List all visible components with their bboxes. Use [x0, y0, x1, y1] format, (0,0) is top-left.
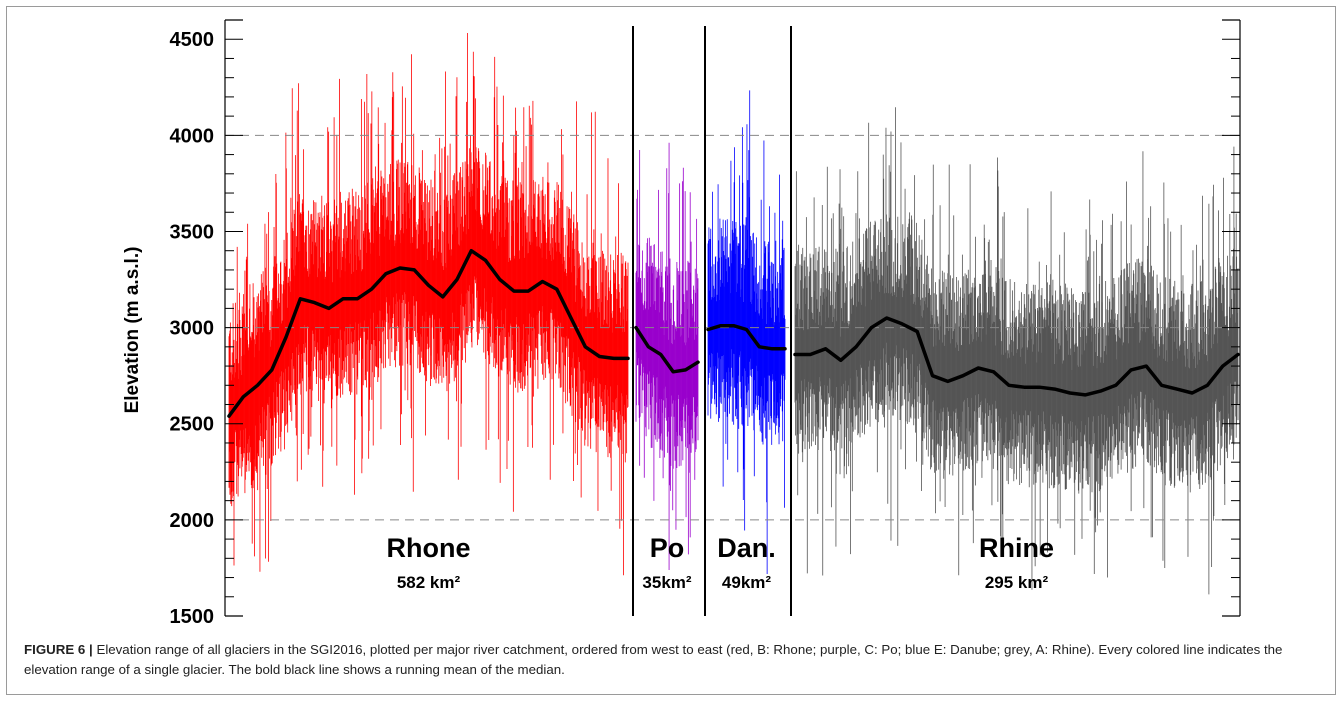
running-mean-po [634, 325, 700, 374]
axes: 1500 2000 2500 3000 3500 4000 4500 [170, 19, 1241, 628]
running-mean-danube [706, 323, 787, 351]
catchment-area-danube: 49km² [722, 573, 771, 592]
elevation-chart: 1500 2000 2500 3000 3500 4000 4500 Rhone 582 km… [122, 19, 1241, 628]
y-tick-label: 4500 [170, 29, 215, 51]
y-tick-label: 1500 [170, 606, 215, 628]
figure-frame [6, 6, 1336, 695]
y-tick-label: 3500 [170, 221, 215, 243]
catchment-labels: Rhone 582 km² Po 35km² Dan. 49km² Rhine 295 km² [387, 533, 1055, 592]
caption-label: FIGURE 6 | [24, 642, 93, 657]
gridlines [225, 134, 1240, 521]
y-tick-label: 3000 [170, 318, 215, 340]
caption-text: Elevation range of all glaciers in the S… [24, 642, 1283, 677]
catchment-name-rhine: Rhine [979, 533, 1054, 563]
catchment-area-rhine: 295 km² [985, 573, 1049, 592]
catchment-dividers [632, 26, 792, 616]
glacier-elevation-ranges [228, 33, 1239, 595]
y-tick-label: 4000 [170, 125, 215, 147]
catchment-area-rhone: 582 km² [397, 573, 461, 592]
running-mean-lines [227, 248, 1240, 418]
running-mean-rhone [227, 248, 630, 418]
y-tick-label: 2500 [170, 414, 215, 436]
catchment-name-danube: Dan. [717, 533, 776, 563]
catchment-area-po: 35km² [642, 573, 691, 592]
catchment-name-rhone: Rhone [387, 533, 471, 563]
catchment-name-po: Po [650, 533, 685, 563]
y-axis-label: Elevation (m a.s.l.) [122, 247, 143, 414]
figure-caption: FIGURE 6 | Elevation range of all glacie… [24, 640, 1324, 680]
running-mean-rhine [793, 316, 1240, 397]
y-tick-label: 2000 [170, 510, 215, 532]
